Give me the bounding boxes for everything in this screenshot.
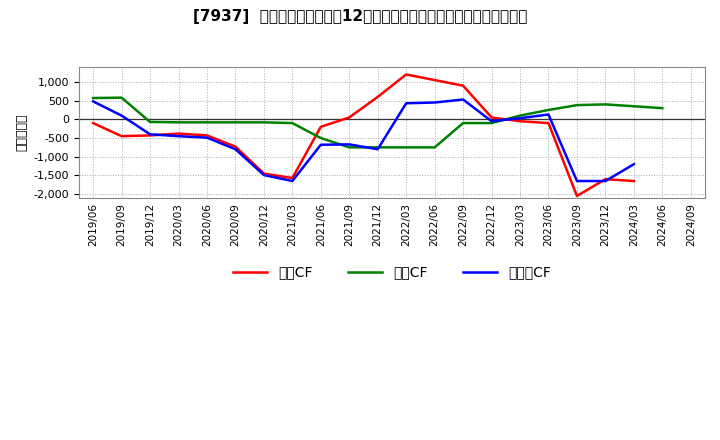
- フリーCF: [89, 99, 97, 104]
- フリーCF: [117, 113, 126, 118]
- 営業CF: [288, 176, 297, 181]
- 営業CF: [487, 115, 496, 120]
- 投資CF: [402, 145, 410, 150]
- フリーCF: [174, 133, 183, 139]
- フリーCF: [516, 116, 524, 121]
- 投資CF: [117, 95, 126, 100]
- 投資CF: [317, 136, 325, 141]
- 営業CF: [145, 133, 154, 138]
- Line: フリーCF: フリーCF: [93, 99, 634, 181]
- 投資CF: [459, 121, 467, 126]
- 投資CF: [89, 95, 97, 101]
- 投資CF: [374, 145, 382, 150]
- 投資CF: [260, 120, 269, 125]
- 営業CF: [431, 77, 439, 83]
- 営業CF: [601, 176, 610, 182]
- 投資CF: [544, 107, 553, 113]
- フリーCF: [487, 118, 496, 124]
- 営業CF: [459, 83, 467, 88]
- 営業CF: [572, 193, 581, 198]
- 営業CF: [174, 131, 183, 136]
- 投資CF: [174, 120, 183, 125]
- 営業CF: [516, 118, 524, 124]
- 投資CF: [601, 102, 610, 107]
- Text: [7937]  キャッシュフローの12か月移動合計の対前年同期増減額の推移: [7937] キャッシュフローの12か月移動合計の対前年同期増減額の推移: [193, 9, 527, 24]
- Line: 営業CF: 営業CF: [93, 74, 634, 196]
- 投資CF: [629, 103, 638, 109]
- 営業CF: [117, 133, 126, 139]
- 営業CF: [89, 121, 97, 126]
- 投資CF: [202, 120, 211, 125]
- 投資CF: [487, 121, 496, 126]
- 営業CF: [231, 144, 240, 149]
- 投資CF: [145, 119, 154, 125]
- フリーCF: [231, 147, 240, 152]
- 営業CF: [629, 178, 638, 183]
- 投資CF: [658, 106, 667, 111]
- フリーCF: [629, 161, 638, 167]
- 営業CF: [544, 121, 553, 126]
- 営業CF: [402, 72, 410, 77]
- フリーCF: [145, 132, 154, 137]
- Legend: 営業CF, 投資CF, フリーCF: 営業CF, 投資CF, フリーCF: [227, 260, 557, 285]
- Line: 投資CF: 投資CF: [93, 98, 662, 147]
- フリーCF: [601, 178, 610, 183]
- 営業CF: [345, 115, 354, 120]
- フリーCF: [345, 142, 354, 147]
- フリーCF: [431, 100, 439, 105]
- 投資CF: [516, 113, 524, 118]
- 投資CF: [431, 145, 439, 150]
- Y-axis label: （百万円）: （百万円）: [15, 114, 28, 151]
- 投資CF: [288, 121, 297, 126]
- フリーCF: [317, 142, 325, 147]
- フリーCF: [402, 101, 410, 106]
- フリーCF: [288, 178, 297, 183]
- 投資CF: [231, 120, 240, 125]
- 営業CF: [202, 133, 211, 138]
- フリーCF: [374, 147, 382, 152]
- フリーCF: [260, 172, 269, 178]
- フリーCF: [572, 178, 581, 183]
- 営業CF: [317, 124, 325, 129]
- 営業CF: [260, 171, 269, 176]
- 投資CF: [345, 145, 354, 150]
- 営業CF: [374, 94, 382, 99]
- フリーCF: [544, 112, 553, 117]
- フリーCF: [459, 97, 467, 102]
- 投資CF: [572, 103, 581, 108]
- フリーCF: [202, 135, 211, 140]
